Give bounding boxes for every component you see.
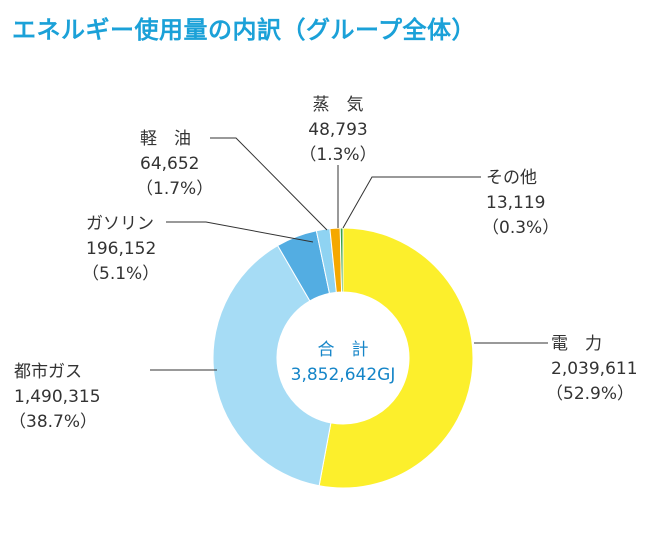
label-electricity-value: 2,039,611 — [551, 359, 638, 379]
label-gasoline-value: 196,152 — [86, 239, 156, 259]
total-value: 3,852,642GJ — [291, 365, 396, 385]
label-steam-percent: （1.3%） — [299, 145, 376, 165]
label-city-gas-value: 1,490,315 — [14, 387, 101, 407]
label-other-percent: （0.3%） — [482, 218, 559, 238]
label-diesel-name: 軽 油 — [140, 129, 191, 149]
leader-line-gasoline — [166, 221, 314, 243]
slice-city-gas — [212, 244, 332, 487]
slices-group — [212, 227, 474, 489]
label-steam-name: 蒸 気 — [313, 95, 364, 115]
label-electricity-percent: （52.9%） — [546, 384, 634, 404]
leader-line-diesel — [210, 137, 328, 231]
label-other-name: その他 — [486, 168, 537, 188]
slice-electricity — [318, 227, 474, 489]
slice-other — [339, 227, 344, 293]
label-city-gas-percent: （38.7%） — [9, 412, 97, 432]
label-diesel-value: 64,652 — [140, 154, 199, 174]
label-electricity-name: 電 力 — [551, 334, 602, 354]
label-diesel-percent: （1.7%） — [136, 179, 213, 199]
leader-line-other — [342, 176, 481, 229]
chart-title: エネルギー使用量の内訳（グループ全体） — [12, 16, 477, 44]
label-gasoline-name: ガソリン — [86, 214, 154, 234]
label-city-gas-name: 都市ガス — [14, 362, 82, 382]
label-other-value: 13,119 — [486, 193, 545, 213]
label-gasoline-percent: （5.1%） — [82, 264, 159, 284]
label-steam-value: 48,793 — [308, 120, 367, 140]
total-label: 合 計 — [318, 340, 369, 360]
